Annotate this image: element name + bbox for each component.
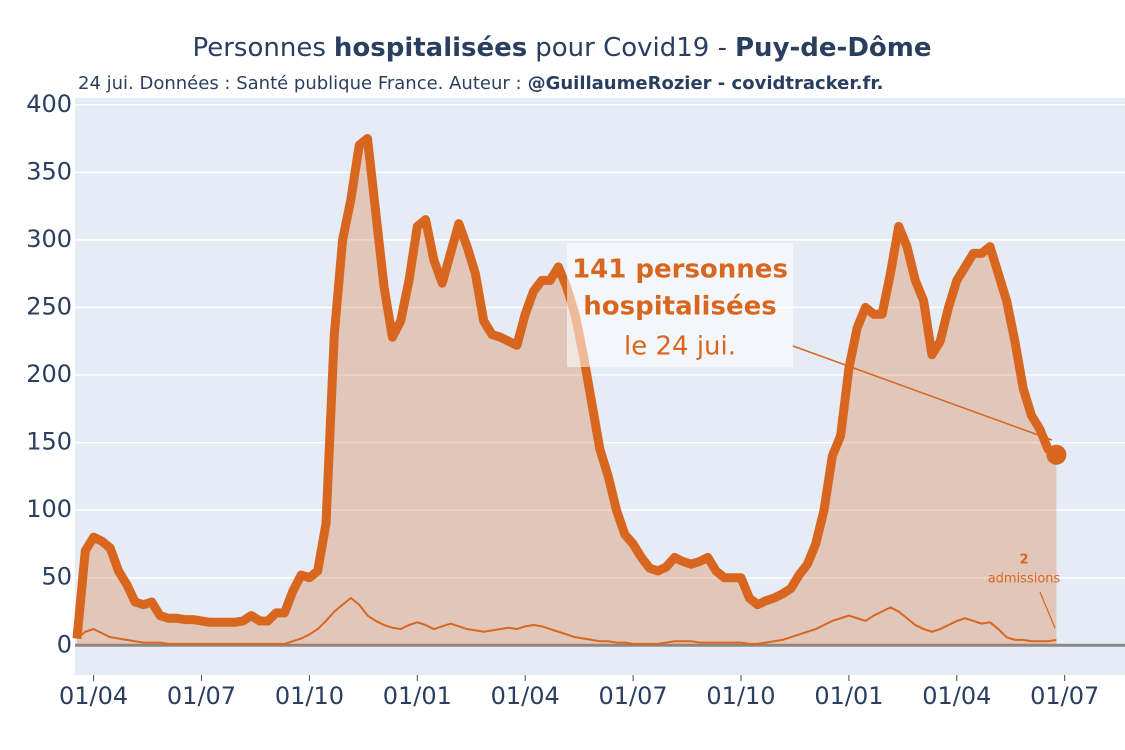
annotation-text: admissions bbox=[988, 572, 1061, 587]
x-tick-label: 01/10 bbox=[706, 682, 775, 710]
x-tick-label: 01/04 bbox=[922, 682, 991, 710]
subtitle-part: 24 jui. Données : Santé publique France.… bbox=[78, 73, 522, 94]
x-tick-label: 01/07 bbox=[167, 682, 236, 710]
plot-background bbox=[75, 98, 1125, 675]
last-point bbox=[1046, 444, 1067, 465]
x-tick-label: 01/01 bbox=[814, 682, 883, 710]
annotation-text: 2 bbox=[1019, 553, 1028, 568]
annotation-text: 141 personnes bbox=[572, 255, 788, 285]
y-tick-label: 400 bbox=[26, 90, 72, 118]
y-tick-label: 150 bbox=[26, 428, 72, 456]
y-tick-label: 100 bbox=[26, 495, 72, 523]
area bbox=[77, 138, 1057, 646]
x-tick-label: 01/04 bbox=[59, 682, 128, 710]
y-tick-label: 250 bbox=[26, 292, 72, 320]
x-tick-label: 01/04 bbox=[491, 682, 560, 710]
title-part: Puy-de-Dôme bbox=[735, 33, 932, 63]
annotation-arrow bbox=[792, 345, 1053, 441]
title-part: hospitalisées bbox=[334, 33, 527, 63]
annotation-text: hospitalisées bbox=[583, 292, 776, 322]
subtitle-part: @GuillaumeRozier - covidtracker.fr. bbox=[528, 73, 884, 94]
chart-title: Personnes hospitalisées pour Covid19 - Puy-… bbox=[192, 33, 931, 63]
annotation-arrow bbox=[1039, 591, 1056, 629]
y-tick-label: 50 bbox=[41, 563, 72, 591]
y-tick-label: 300 bbox=[26, 225, 72, 253]
title-part: pour Covid19 - bbox=[535, 33, 727, 63]
annotation-box bbox=[567, 243, 793, 367]
x-tick-label: 01/07 bbox=[599, 682, 668, 710]
x-tick-label: 01/10 bbox=[275, 682, 344, 710]
annotation-text: le 24 jui. bbox=[624, 332, 736, 362]
title-part: Personnes bbox=[192, 33, 325, 63]
x-tick-label: 01/07 bbox=[1030, 682, 1099, 710]
chart-subtitle: 24 jui. Données : Santé publique France.… bbox=[78, 73, 884, 94]
y-tick-label: 200 bbox=[26, 360, 72, 388]
line bbox=[76, 596, 1057, 645]
line bbox=[72, 134, 1059, 639]
marks bbox=[72, 134, 1067, 646]
x-tick-label: 01/01 bbox=[383, 682, 452, 710]
y-tick-label: 350 bbox=[26, 157, 72, 185]
y-tick-label: 0 bbox=[57, 630, 72, 658]
